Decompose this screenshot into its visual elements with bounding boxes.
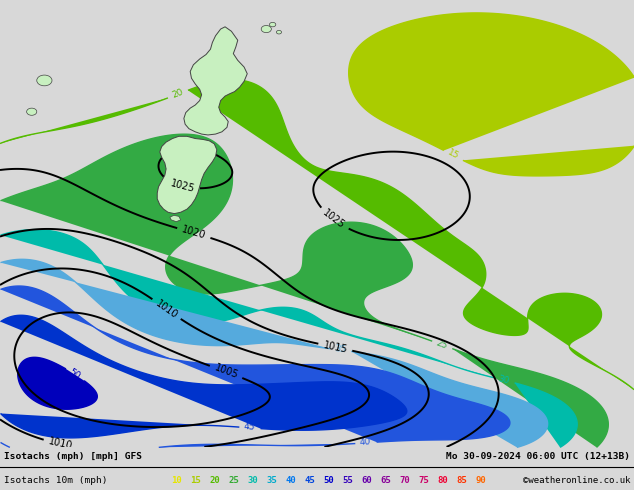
Text: 60: 60 (361, 476, 372, 485)
Text: 20: 20 (209, 476, 220, 485)
Text: 45: 45 (243, 422, 256, 432)
Circle shape (269, 23, 276, 27)
Circle shape (261, 25, 271, 33)
Text: 55: 55 (342, 476, 353, 485)
Text: 45: 45 (304, 476, 315, 485)
Text: ©weatheronline.co.uk: ©weatheronline.co.uk (522, 476, 630, 485)
Text: 25: 25 (228, 476, 239, 485)
Text: 35: 35 (333, 344, 346, 355)
Text: 10: 10 (171, 476, 182, 485)
Text: 50: 50 (67, 367, 82, 381)
Circle shape (37, 75, 52, 86)
Point (0, 443, 5, 451)
Text: 1010: 1010 (153, 298, 179, 320)
Text: 20: 20 (171, 88, 185, 100)
Text: 75: 75 (418, 476, 429, 485)
Text: 1010: 1010 (48, 437, 74, 452)
Point (0, 443, 5, 451)
Polygon shape (184, 27, 247, 135)
Text: 1025: 1025 (169, 178, 196, 194)
Text: 1005: 1005 (213, 363, 240, 381)
Text: Isotachs (mph) [mph] GFS: Isotachs (mph) [mph] GFS (4, 452, 142, 461)
Text: 30: 30 (247, 476, 258, 485)
Text: 25: 25 (435, 338, 449, 351)
Text: 80: 80 (437, 476, 448, 485)
Text: 50: 50 (323, 476, 334, 485)
Text: 40: 40 (285, 476, 296, 485)
Text: 1020: 1020 (181, 225, 207, 241)
Circle shape (276, 30, 281, 34)
Text: Mo 30-09-2024 06:00 UTC (12+13B): Mo 30-09-2024 06:00 UTC (12+13B) (446, 452, 630, 461)
Polygon shape (170, 216, 181, 221)
Text: 1015: 1015 (322, 340, 348, 355)
Text: 15: 15 (190, 476, 201, 485)
Point (0, 443, 5, 451)
Text: 30: 30 (497, 374, 510, 386)
Point (0, 443, 5, 451)
Text: 85: 85 (456, 476, 467, 485)
Text: 40: 40 (359, 438, 372, 447)
Text: Isotachs 10m (mph): Isotachs 10m (mph) (4, 476, 107, 485)
Text: 65: 65 (380, 476, 391, 485)
Text: 35: 35 (266, 476, 277, 485)
Text: 15: 15 (446, 148, 460, 162)
Point (0, 443, 5, 451)
Text: 90: 90 (476, 476, 486, 485)
Text: 70: 70 (399, 476, 410, 485)
Point (0, 443, 5, 451)
Polygon shape (157, 136, 217, 214)
Circle shape (27, 108, 37, 115)
Point (0, 443, 5, 451)
Point (0, 443, 5, 451)
Text: 1025: 1025 (321, 208, 347, 231)
Point (0, 443, 5, 451)
